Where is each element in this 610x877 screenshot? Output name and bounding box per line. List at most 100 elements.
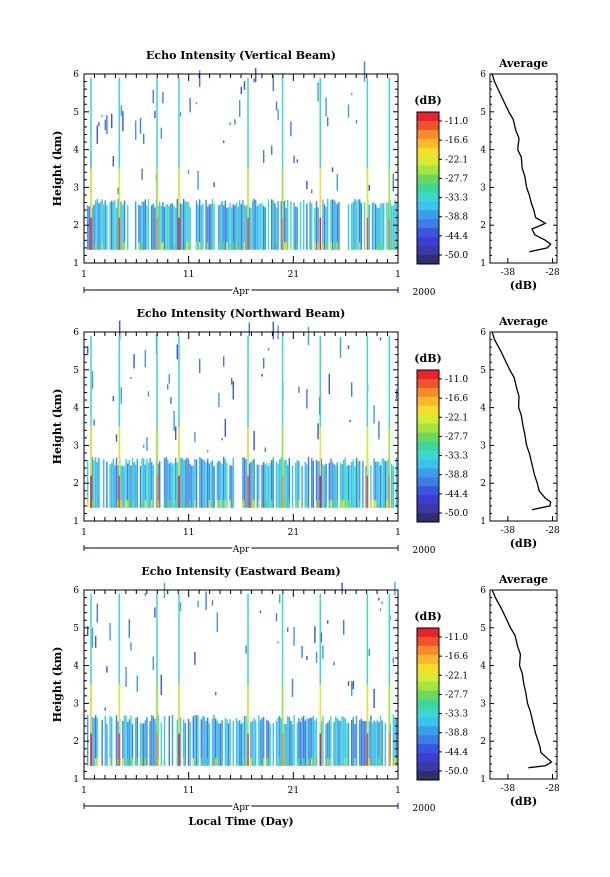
heatmap-cell bbox=[319, 335, 321, 508]
heatmap-cell bbox=[189, 97, 191, 113]
heatmap-cell bbox=[354, 724, 356, 766]
heatmap-cell bbox=[133, 354, 135, 369]
heatmap-cell bbox=[218, 242, 220, 250]
heatmap-cell bbox=[229, 122, 231, 125]
heatmap-cell bbox=[232, 758, 234, 766]
heatmap-cell bbox=[366, 217, 369, 250]
heatmap-cell bbox=[168, 373, 170, 384]
heatmap-cell bbox=[253, 430, 255, 451]
heatmap-cell bbox=[125, 666, 127, 687]
heatmap-cell bbox=[205, 591, 207, 611]
heatmap-cell bbox=[335, 465, 337, 508]
heatmap-cell bbox=[139, 758, 142, 766]
heatmap-cell bbox=[355, 200, 358, 250]
heatmap-cell bbox=[314, 758, 316, 766]
colorbar-swatch bbox=[417, 717, 439, 727]
heatmap-cell bbox=[114, 200, 116, 250]
colorbar-swatch bbox=[417, 513, 439, 523]
heatmap-cell bbox=[159, 461, 161, 508]
heatmap-cell bbox=[247, 77, 249, 250]
heatmap-cell bbox=[170, 396, 172, 405]
heatmap-cell bbox=[151, 205, 153, 250]
heatmap-cell bbox=[245, 458, 247, 508]
heatmap-cell bbox=[144, 199, 146, 250]
heatmap-cell bbox=[266, 719, 268, 766]
heatmap-cell bbox=[218, 723, 220, 766]
heatmap-cell bbox=[373, 458, 375, 508]
colorbar-swatch bbox=[417, 414, 439, 425]
heatmap-cell bbox=[277, 109, 279, 121]
heatmap-cell bbox=[242, 200, 244, 250]
heatmap-cell bbox=[392, 466, 394, 508]
heatmap-cell bbox=[307, 456, 310, 508]
heatmap-cell bbox=[187, 201, 190, 250]
avg-y-tick-label: 1 bbox=[480, 517, 486, 527]
heatmap-cell bbox=[309, 201, 311, 250]
heatmap-cell bbox=[330, 716, 332, 766]
heatmap-cell bbox=[371, 203, 374, 250]
heatmap-cell bbox=[331, 461, 334, 508]
heatmap-cell bbox=[221, 464, 223, 508]
heatmap-cell bbox=[167, 500, 169, 508]
heatmap-cell bbox=[298, 460, 300, 508]
heatmap-cell bbox=[242, 722, 244, 766]
heatmap-cell bbox=[343, 717, 345, 766]
y-tick-label: 6 bbox=[73, 70, 79, 80]
heatmap-cell bbox=[354, 758, 356, 766]
colorbar-swatch bbox=[417, 735, 439, 745]
heatmap-cell bbox=[109, 202, 111, 250]
heatmap-cell bbox=[315, 758, 318, 766]
heatmap-cell bbox=[141, 201, 143, 250]
avg-y-tick-label: 3 bbox=[480, 441, 486, 451]
heatmap-cell bbox=[179, 717, 182, 766]
heatmap-cell bbox=[287, 465, 289, 508]
heatmap-cell bbox=[383, 202, 385, 250]
heatmap-cell bbox=[247, 684, 249, 766]
heatmap-cell bbox=[227, 723, 230, 766]
heatmap-cell bbox=[221, 720, 223, 766]
heatmap-cell bbox=[118, 684, 121, 766]
heatmap-cell bbox=[90, 77, 92, 250]
colorbar-tick-label: -16.6 bbox=[445, 394, 468, 404]
heatmap-cell bbox=[95, 242, 97, 250]
heatmap-cell bbox=[175, 426, 177, 440]
heatmap-cell bbox=[336, 173, 338, 191]
heatmap-cell bbox=[331, 167, 334, 173]
heatmap-cell bbox=[339, 500, 342, 508]
heatmap-cell bbox=[258, 715, 260, 766]
heatmap-cell bbox=[303, 199, 305, 250]
heatmap-cell bbox=[331, 199, 334, 250]
heatmap-cell bbox=[156, 217, 158, 250]
heatmap-cell bbox=[275, 101, 278, 111]
colorbar-swatch bbox=[417, 699, 439, 709]
heatmap-cell bbox=[224, 718, 226, 766]
heatmap-cell bbox=[184, 459, 186, 508]
heatmap-cell bbox=[281, 684, 284, 766]
heatmap-cell bbox=[312, 715, 314, 766]
heatmap-cell bbox=[378, 242, 380, 250]
heatmap-cell bbox=[312, 460, 314, 508]
heatmap-cell bbox=[256, 464, 258, 508]
heatmap-cell bbox=[250, 461, 252, 508]
heatmap-cell bbox=[296, 207, 298, 250]
heatmap-cell bbox=[130, 715, 132, 766]
heatmap-cell bbox=[178, 77, 180, 250]
heatmap-cell bbox=[178, 168, 180, 250]
heatmap-cell bbox=[200, 719, 202, 766]
heatmap-cell bbox=[258, 464, 260, 508]
heatmap-cell bbox=[168, 463, 170, 508]
heatmap-cell bbox=[90, 426, 92, 508]
heatmap-cell bbox=[210, 204, 212, 250]
avg-x-tick-label: -38 bbox=[501, 268, 516, 278]
heatmap-cell bbox=[388, 335, 391, 508]
heatmap-cell bbox=[194, 458, 196, 508]
heatmap-cell bbox=[144, 349, 146, 368]
avg-x-tick-label: -38 bbox=[501, 526, 516, 536]
heatmap-cell bbox=[179, 203, 182, 250]
heatmap-cell bbox=[141, 758, 143, 766]
heatmap-cell bbox=[355, 120, 358, 124]
heatmap-cell bbox=[98, 203, 100, 250]
heatmap-cell bbox=[195, 715, 198, 766]
colorbar-swatch bbox=[417, 672, 439, 683]
heatmap-cell bbox=[127, 500, 129, 508]
